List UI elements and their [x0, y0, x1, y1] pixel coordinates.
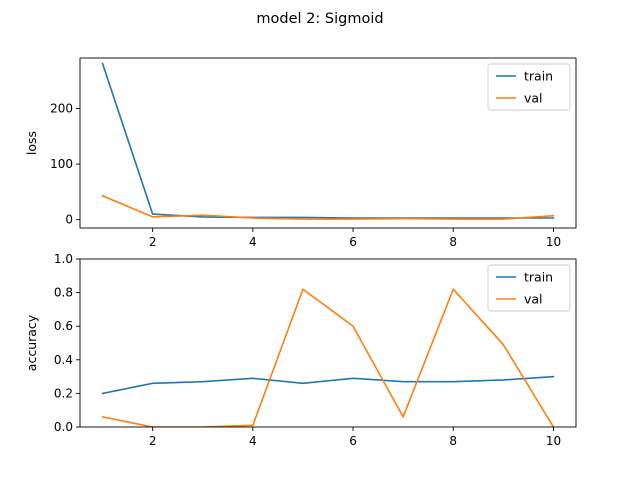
x-tick-label: 10	[546, 434, 561, 448]
figure-title: model 2: Sigmoid	[256, 11, 383, 27]
y-tick-label: 0	[65, 213, 73, 227]
y-tick-label: 0.0	[54, 420, 73, 434]
x-tick-label: 8	[449, 434, 457, 448]
legend-label-val: val	[524, 91, 543, 106]
series-group	[101, 288, 555, 427]
legend: train val	[487, 264, 571, 312]
y-tick-label: 200	[50, 102, 73, 116]
series-line-train	[101, 375, 555, 395]
x-tick-label: 4	[249, 235, 257, 249]
x-tick-label: 4	[249, 434, 257, 448]
x-tick-label: 2	[149, 235, 157, 249]
y-tick-label: 0.2	[54, 386, 73, 400]
series-group	[101, 62, 555, 220]
y-axis-label: accuracy	[24, 314, 39, 371]
series-line-val	[101, 194, 555, 220]
series-line-val	[101, 288, 555, 427]
x-tick-label: 10	[546, 235, 561, 249]
y-axis-label: loss	[24, 131, 39, 155]
x-tick-label: 6	[349, 235, 357, 249]
legend-label-train: train	[524, 270, 553, 285]
x-tick-label: 8	[449, 235, 457, 249]
y-tick-label: 1.0	[54, 252, 73, 266]
legend: train val	[487, 63, 571, 111]
y-tick-label: 0.8	[54, 286, 73, 300]
legend-label-val: val	[524, 292, 543, 307]
y-tick-label: 0.6	[54, 319, 73, 333]
axes-frame	[79, 57, 577, 229]
x-tick-label: 2	[149, 434, 157, 448]
y-tick-label: 0.4	[54, 353, 73, 367]
legend-label-train: train	[524, 69, 553, 84]
axes-frame	[79, 258, 577, 428]
subplot-2: 2 4 6 8 10 0.0 0.2 0.4 0.6 0.8 1.0 accuracy train val	[24, 252, 577, 448]
x-tick-label: 6	[349, 434, 357, 448]
y-tick-label: 100	[50, 157, 73, 171]
